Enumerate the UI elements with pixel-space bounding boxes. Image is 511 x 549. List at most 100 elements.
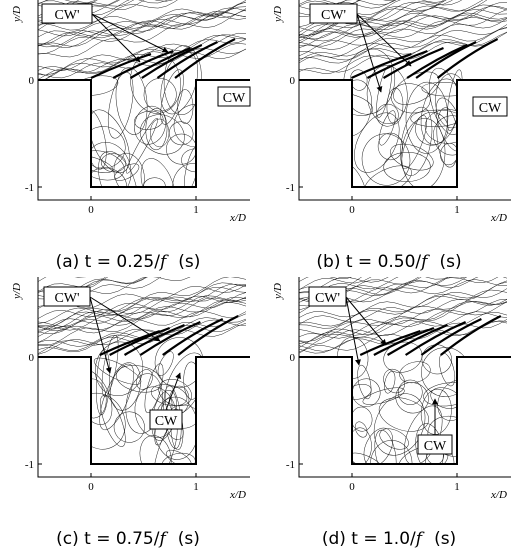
x-tick-label: 1 [454, 481, 460, 493]
contour-line [299, 0, 508, 26]
contour-line [446, 69, 463, 131]
panel: 0 1 0 -1 x/D y/D CW' CW (c) t = 0.75/f (s) [11, 277, 250, 549]
arrow [165, 372, 181, 411]
shear-layer [366, 49, 428, 79]
contour-line [71, 368, 113, 425]
contour-line [437, 379, 473, 421]
contour-line [38, 6, 247, 52]
contour-line [38, 12, 247, 77]
contour-line [398, 379, 423, 405]
annotation: CW' [54, 8, 79, 23]
x-tick-label: 0 [349, 481, 355, 493]
contour-line [150, 384, 188, 407]
contour-line [299, 24, 508, 92]
contour-line [400, 106, 433, 176]
annotation-box [472, 96, 508, 117]
contour-line [390, 83, 431, 114]
shear-layer [129, 46, 191, 79]
annotation: CW [479, 101, 502, 116]
contour-line [421, 344, 452, 375]
contour-line [299, 288, 508, 340]
y-axis-label: y/D [11, 283, 23, 300]
y-tick-label: -1 [25, 182, 34, 194]
contour-line [143, 78, 177, 112]
contour-line [299, 17, 508, 77]
arrow [356, 13, 383, 93]
contour-line [299, 312, 508, 361]
annotation-box [149, 409, 183, 430]
shear-layer [415, 41, 477, 79]
caption: (a) t = 0.25/f (s) [56, 252, 201, 272]
contour-line [383, 152, 431, 182]
y-tick-label: -1 [286, 182, 295, 194]
contour-line [38, 311, 247, 351]
contour-line [38, 283, 247, 358]
caption-text: (d) t = 1.0/ [322, 529, 416, 549]
contour-line [378, 397, 429, 432]
caption-text: (c) t = 0.75/ [56, 529, 160, 549]
shear-layer [112, 49, 174, 79]
contour-line [299, 0, 508, 66]
shear-layer [406, 43, 468, 79]
contour-line [78, 150, 125, 181]
annotation-box [308, 286, 347, 307]
contour-line [38, 8, 247, 59]
contour-line [354, 421, 368, 438]
contour-line [370, 440, 413, 464]
x-axis-label: x/D [490, 212, 507, 224]
contour-line [100, 395, 126, 447]
contour-line [299, 0, 508, 51]
contour-line [299, 277, 508, 312]
contour-line [115, 67, 148, 135]
contour-line [395, 382, 429, 414]
contour-line [364, 165, 412, 187]
contour-line [38, 277, 247, 359]
contour-line [38, 295, 247, 333]
shear-layer [382, 46, 444, 79]
caption-variable: f [414, 529, 425, 549]
annotation: CW' [54, 291, 79, 306]
shear-layer [174, 38, 236, 79]
frame [37, 277, 250, 478]
contour-line [82, 109, 107, 170]
contour-line [299, 277, 508, 313]
contour-line [38, 319, 247, 371]
contour-line [134, 105, 166, 145]
caption-variable: f [158, 252, 169, 272]
contour-line [420, 388, 452, 435]
contours [299, 277, 508, 464]
contour-line [299, 281, 508, 361]
x-tick-label: 0 [88, 481, 94, 493]
contour-line [362, 387, 405, 405]
caption-unit: (s) [178, 529, 200, 549]
contour-line [378, 110, 396, 146]
frame [37, 0, 250, 201]
y-tick-label: -1 [286, 459, 295, 471]
contour-line [421, 82, 468, 97]
contour-line [107, 71, 134, 139]
panel: 0 1 0 -1 x/D y/D CW' CW (a) t = 0.25/f (s) [11, 0, 251, 272]
y-tick-label: 0 [29, 75, 35, 87]
annotation: CW [155, 414, 178, 429]
contour-line [38, 319, 247, 363]
contour-line [299, 0, 508, 33]
shear-layer [139, 320, 201, 356]
contour-line [126, 118, 158, 174]
contour-line [430, 387, 461, 409]
contour-line [96, 349, 110, 416]
arrow [91, 13, 169, 53]
x-tick-label: 1 [193, 204, 199, 216]
contour-line [38, 34, 247, 98]
caption-text: (a) t = 0.25/ [56, 252, 161, 272]
contour-line [299, 301, 508, 377]
shear-layer [350, 52, 412, 79]
contour-line [98, 151, 138, 187]
contour-line [38, 282, 247, 358]
contour-line [140, 158, 176, 187]
annotation-box [41, 3, 93, 24]
contour-line [144, 363, 164, 414]
contour-line [366, 65, 408, 124]
frame [298, 277, 511, 478]
contour-line [347, 165, 367, 187]
